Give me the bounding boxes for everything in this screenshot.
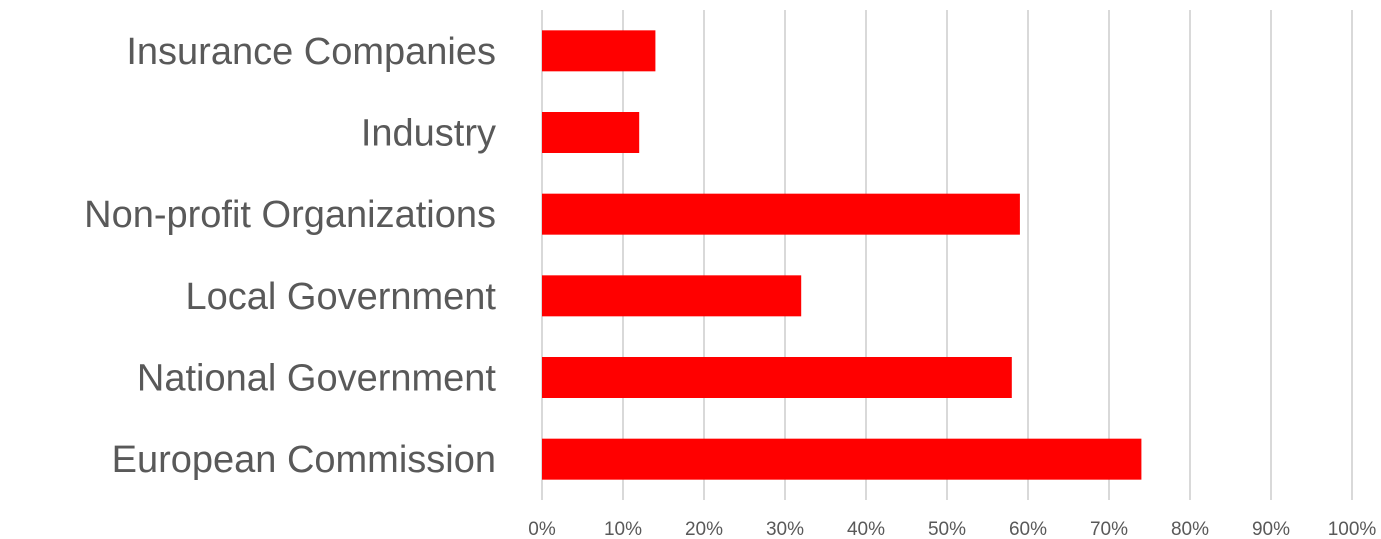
x-tick-label: 10% bbox=[604, 519, 642, 539]
x-tick-label: 40% bbox=[847, 519, 885, 539]
category-label: European Commission bbox=[112, 439, 496, 481]
bar bbox=[542, 275, 802, 317]
x-tick-label: 60% bbox=[1009, 519, 1047, 539]
category-label: National Government bbox=[137, 358, 497, 400]
category-labels: Insurance Companies Industry Non-profit Or… bbox=[84, 31, 496, 481]
bar bbox=[542, 357, 1012, 398]
category-label: Insurance Companies bbox=[126, 31, 496, 73]
x-tick-label: 100% bbox=[1328, 519, 1377, 539]
x-tick-labels: 0% 10% 20% 30% 40% 50% 60% 70% 80% 90% 100% bbox=[528, 519, 1376, 539]
bar bbox=[542, 30, 656, 72]
bar bbox=[542, 112, 640, 153]
x-tick-label: 50% bbox=[928, 519, 966, 539]
category-label: Non-profit Organizations bbox=[84, 194, 496, 236]
x-tick-label: 90% bbox=[1252, 519, 1290, 539]
bar bbox=[542, 193, 1020, 235]
bars bbox=[542, 30, 1142, 480]
category-label: Industry bbox=[361, 113, 496, 155]
x-tick-label: 80% bbox=[1171, 519, 1209, 539]
x-tick-label: 30% bbox=[766, 519, 804, 539]
category-label: Local Government bbox=[186, 276, 497, 318]
bar bbox=[542, 438, 1142, 480]
x-tick-label: 0% bbox=[528, 519, 556, 539]
x-tick-label: 70% bbox=[1090, 519, 1128, 539]
x-tick-label: 20% bbox=[685, 519, 723, 539]
gridlines bbox=[541, 10, 1353, 500]
